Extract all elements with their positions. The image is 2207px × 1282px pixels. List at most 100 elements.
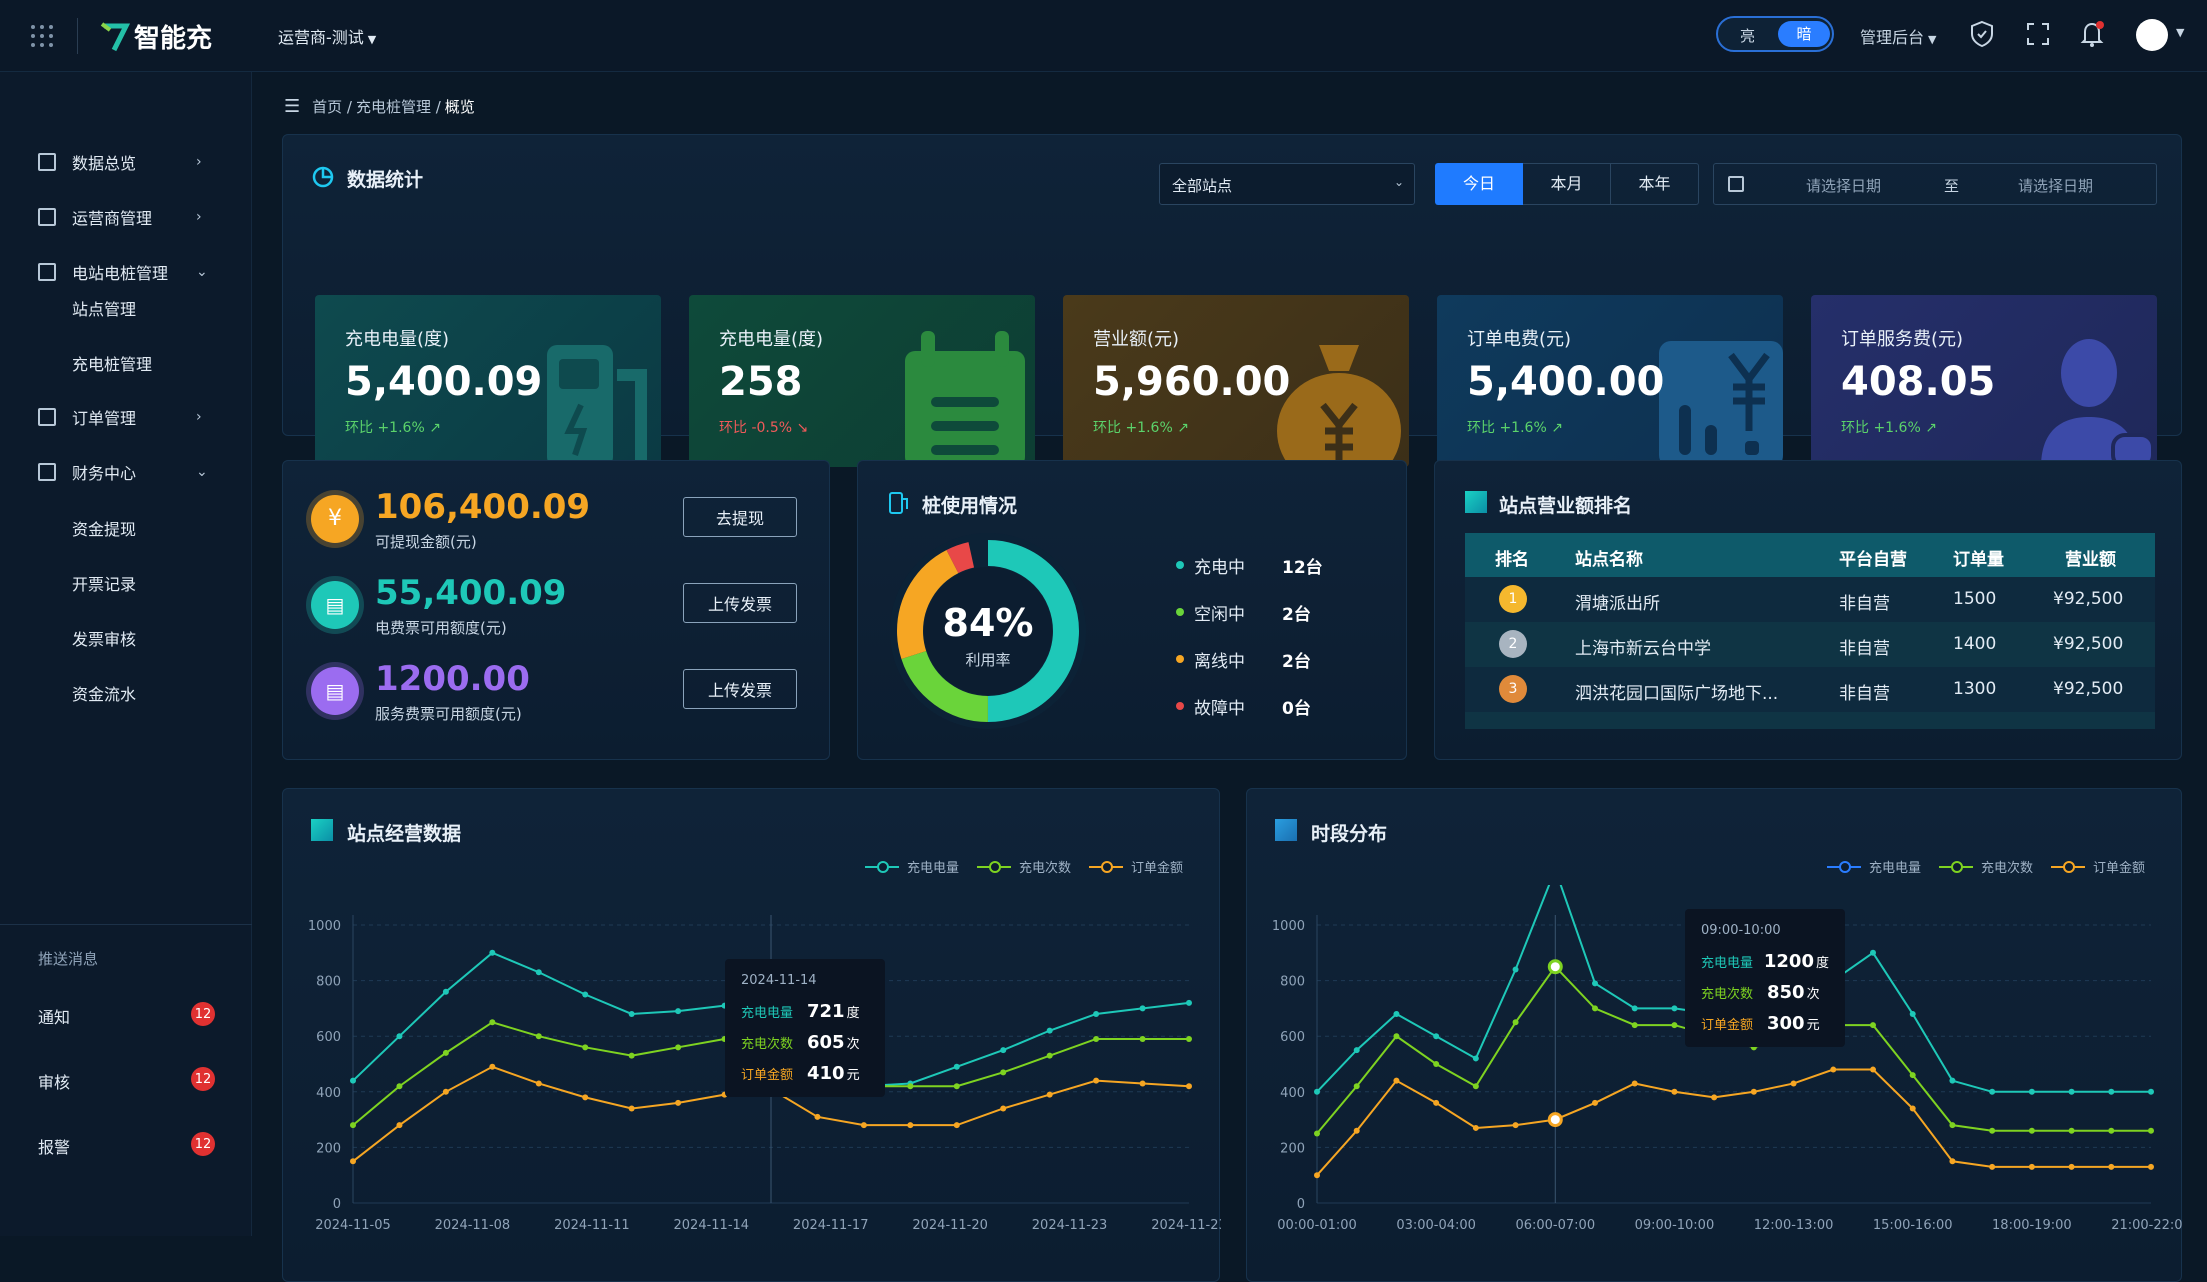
usage-title: 桩使用情况 (922, 495, 1018, 517)
legend-charging: 充电中 12台 (1176, 553, 1376, 600)
push-title: 推送消息 (38, 950, 99, 968)
legend-count[interactable]: 充电次数 (1938, 857, 2033, 876)
data-point (1512, 1122, 1519, 1129)
nav-item-orders[interactable]: 订单管理 › (0, 397, 252, 437)
legend-label: 故障中 (1194, 699, 1245, 719)
data-point (1314, 1130, 1320, 1137)
breadcrumb-home[interactable]: 首页 / (312, 98, 352, 116)
nav-sub-pile-management[interactable]: 充电桩管理 (72, 355, 153, 374)
data-point (1000, 1047, 1007, 1054)
calendar-icon (1728, 176, 1744, 192)
nav-item-stations[interactable]: 电站电桩管理 ⌄ (0, 252, 252, 292)
data-point (1314, 1088, 1320, 1095)
menu-fold-icon[interactable]: ☰ (284, 96, 301, 117)
tab-month[interactable]: 本月 (1523, 163, 1611, 205)
theme-dark-option[interactable]: 暗 (1778, 21, 1830, 47)
push-alarm[interactable]: 报警 12 (38, 1132, 218, 1164)
apps-grid-icon[interactable] (30, 24, 54, 48)
avatar[interactable] (2136, 19, 2168, 51)
data-point (1393, 1033, 1400, 1040)
data-point (2028, 1163, 2035, 1170)
legend-energy[interactable]: 充电电量 (864, 857, 959, 876)
nav-sub-invoice-records[interactable]: 开票记录 (72, 575, 137, 594)
table-row[interactable]: 2 上海市新云台中学 非自营 1400 ¥92,500 (1465, 622, 2155, 667)
nav-item-overview[interactable]: 数据总览 › (0, 142, 252, 182)
theme-toggle[interactable]: 亮 暗 (1716, 16, 1834, 52)
tooltip-unit: 度 (1815, 956, 1829, 971)
y-tick-label: 600 (1280, 1030, 1305, 1045)
upload-invoice-button[interactable]: 上传发票 (683, 669, 797, 709)
bell-icon[interactable] (2080, 20, 2106, 52)
station-select[interactable]: 全部站点 ⌄ (1159, 163, 1415, 205)
user-service-icon (2041, 339, 2155, 467)
table-row[interactable]: 3 泗洪花园口国际广场地下... 非自营 1300 ¥92,500 (1465, 667, 2155, 712)
header-name: 站点名称 (1575, 550, 1643, 570)
stat-card-order-fee: 订单电费(元) 5,400.00 环比 +1.6% ↗ (1437, 295, 1783, 467)
fullscreen-icon[interactable] (2026, 22, 2050, 50)
table-row[interactable]: 1 渭塘派出所 非自营 1500 ¥92,500 (1465, 577, 2155, 622)
nav-item-finance[interactable]: 财务中心 ⌄ (0, 452, 252, 492)
card-trend: 环比 -0.5% ↘ (719, 417, 808, 437)
tab-year[interactable]: 本年 (1611, 163, 1699, 205)
nav-item-operators[interactable]: 运营商管理 › (0, 197, 252, 237)
period-chart-panel: 时段分布 充电电量 充电次数 订单金额 0 200 400 600 800 1000 00:… (1246, 788, 2183, 1282)
header-rank: 排名 (1495, 550, 1529, 570)
legend-energy[interactable]: 充电电量 (1826, 857, 1921, 876)
date-end-input[interactable]: 请选择日期 (2018, 177, 2094, 195)
building-icon (38, 208, 56, 226)
data-point (1750, 1088, 1757, 1095)
tab-today[interactable]: 今日 (1435, 163, 1523, 205)
legend-count[interactable]: 充电次数 (976, 857, 1071, 876)
dashboard-icon (38, 153, 56, 171)
legend-amount[interactable]: 订单金额 (1088, 857, 1183, 876)
dot (1176, 702, 1184, 710)
theme-light-option[interactable]: 亮 (1740, 27, 1756, 45)
data-point (1909, 1072, 1916, 1079)
date-range-picker[interactable]: 请选择日期 至 请选择日期 (1713, 163, 2157, 205)
legend-amount[interactable]: 订单金额 (2050, 857, 2145, 876)
cell-revenue: ¥92,500 (2053, 589, 2124, 609)
tooltip-label: 充电次数 (741, 1037, 794, 1052)
tooltip-row: 充电次数 850 次 (1701, 977, 1829, 1008)
operator-select[interactable]: 运营商-测试 ▼ (278, 24, 376, 48)
push-notice[interactable]: 通知 12 (38, 1002, 218, 1034)
data-point (1186, 1083, 1192, 1090)
site-chart-square-icon (311, 819, 333, 841)
data-point (1139, 1080, 1146, 1087)
withdraw-button[interactable]: 去提现 (683, 497, 797, 537)
period-chart-legend: 充电电量 充电次数 订单金额 (1826, 857, 2145, 876)
upload-invoice-button[interactable]: 上传发票 (683, 583, 797, 623)
nav-label: 数据总览 (72, 154, 137, 173)
data-point (953, 1063, 960, 1070)
admin-menu[interactable]: 管理后台 ▼ (1860, 24, 1936, 48)
cell-name: 渭塘派出所 (1575, 594, 1660, 614)
date-start-input[interactable]: 请选择日期 (1806, 177, 1882, 195)
card-label: 充电电量(度) (345, 329, 450, 350)
donut-segment-offline (897, 540, 1079, 722)
usage-panel: 桩使用情况 84% 利用率 充电中 12台 空闲中 2台 离线中 2台 故障中 0台 (857, 460, 1407, 760)
data-point (953, 1083, 960, 1090)
nav-sub-fund-flow[interactable]: 资金流水 (72, 685, 137, 704)
site-chart-panel: 站点经营数据 充电电量 充电次数 订单金额 0 200 400 600 800 1000 2… (282, 788, 1221, 1282)
x-tick-label: 15:00-16:00 (1873, 1218, 1953, 1233)
period-tabs: 今日 本月 本年 (1435, 163, 1699, 205)
card-label: 营业额(元) (1093, 329, 1180, 350)
nav-sub-invoice-review[interactable]: 发票审核 (72, 630, 137, 649)
nav-sub-site-management[interactable]: 站点管理 (72, 300, 137, 319)
service-invoice-label: 服务费票可用额度(元) (375, 705, 522, 723)
tooltip-unit: 元 (1806, 1018, 1820, 1033)
data-point (350, 1077, 356, 1084)
shield-icon[interactable] (1970, 20, 1994, 52)
chevron-down-icon[interactable]: ▼ (2176, 26, 2185, 39)
series-line (1316, 1068, 2151, 1176)
data-point (1711, 1094, 1718, 1101)
nav-sub-withdraw[interactable]: 资金提现 (72, 520, 137, 539)
push-review[interactable]: 审核 12 (38, 1067, 218, 1099)
legend-label: 充电次数 (1980, 861, 2033, 876)
tooltip-value: 850 (1767, 982, 1805, 1003)
data-point (1472, 1055, 1479, 1062)
data-point (1631, 1022, 1638, 1029)
trend-text: 环比 +1.6% (1841, 420, 1921, 436)
cell-type: 非自营 (1839, 684, 1890, 704)
breadcrumb-parent[interactable]: 充电桩管理 / (355, 98, 441, 116)
